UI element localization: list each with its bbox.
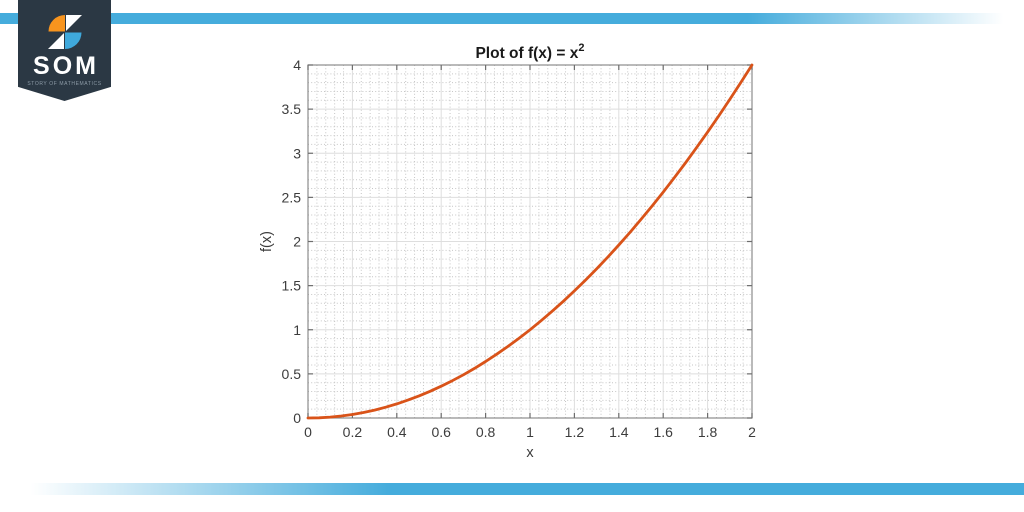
y-tick-label: 0.5 [282, 366, 302, 382]
function-curve [306, 63, 754, 420]
som-logo-icon [47, 15, 82, 49]
x-tick-labels: 0 0.2 0.4 0.6 0.8 1 1.2 1.4 1.6 1.8 2 [304, 424, 756, 440]
x-tick-label: 2 [748, 424, 756, 440]
x-axis-label: x [526, 445, 534, 461]
y-tick-label: 1 [293, 322, 301, 338]
x-tick-label: 0 [304, 424, 312, 440]
logo-banner: SOM STORY OF MATHEMATICS [18, 0, 111, 101]
y-tick-label: 3.5 [282, 101, 302, 117]
x-tick-label: 0.4 [387, 424, 407, 440]
x-tick-label: 0.6 [431, 424, 451, 440]
y-tick-label: 4 [293, 57, 301, 73]
x-tick-label: 0.2 [343, 424, 363, 440]
y-tick-label: 2.5 [282, 189, 302, 205]
x-tick-label: 1.2 [565, 424, 585, 440]
y-tick-label: 0 [293, 410, 301, 426]
major-grid [308, 65, 752, 418]
y-tick-labels: 0 0.5 1 1.5 2 2.5 3 3.5 4 [282, 57, 302, 426]
chart-title: Plot of f(x) = x2 [475, 42, 584, 62]
y-tick-label: 3 [293, 145, 301, 161]
y-tick-label: 1.5 [282, 278, 302, 294]
x-tick-label: 1.4 [609, 424, 629, 440]
y-axis-label: f(x) [259, 231, 275, 252]
logo-tagline: STORY OF MATHEMATICS [27, 81, 102, 87]
x-tick-label: 1 [526, 424, 534, 440]
x-tick-label: 1.8 [698, 424, 718, 440]
bottom-accent-bar [0, 483, 1024, 495]
y-tick-label: 2 [293, 234, 301, 250]
x-tick-label: 0.8 [476, 424, 496, 440]
x-tick-label: 1.6 [653, 424, 673, 440]
axis-ticks [307, 64, 753, 419]
logo-acronym: SOM [33, 52, 99, 80]
top-accent-bar [0, 13, 1024, 24]
